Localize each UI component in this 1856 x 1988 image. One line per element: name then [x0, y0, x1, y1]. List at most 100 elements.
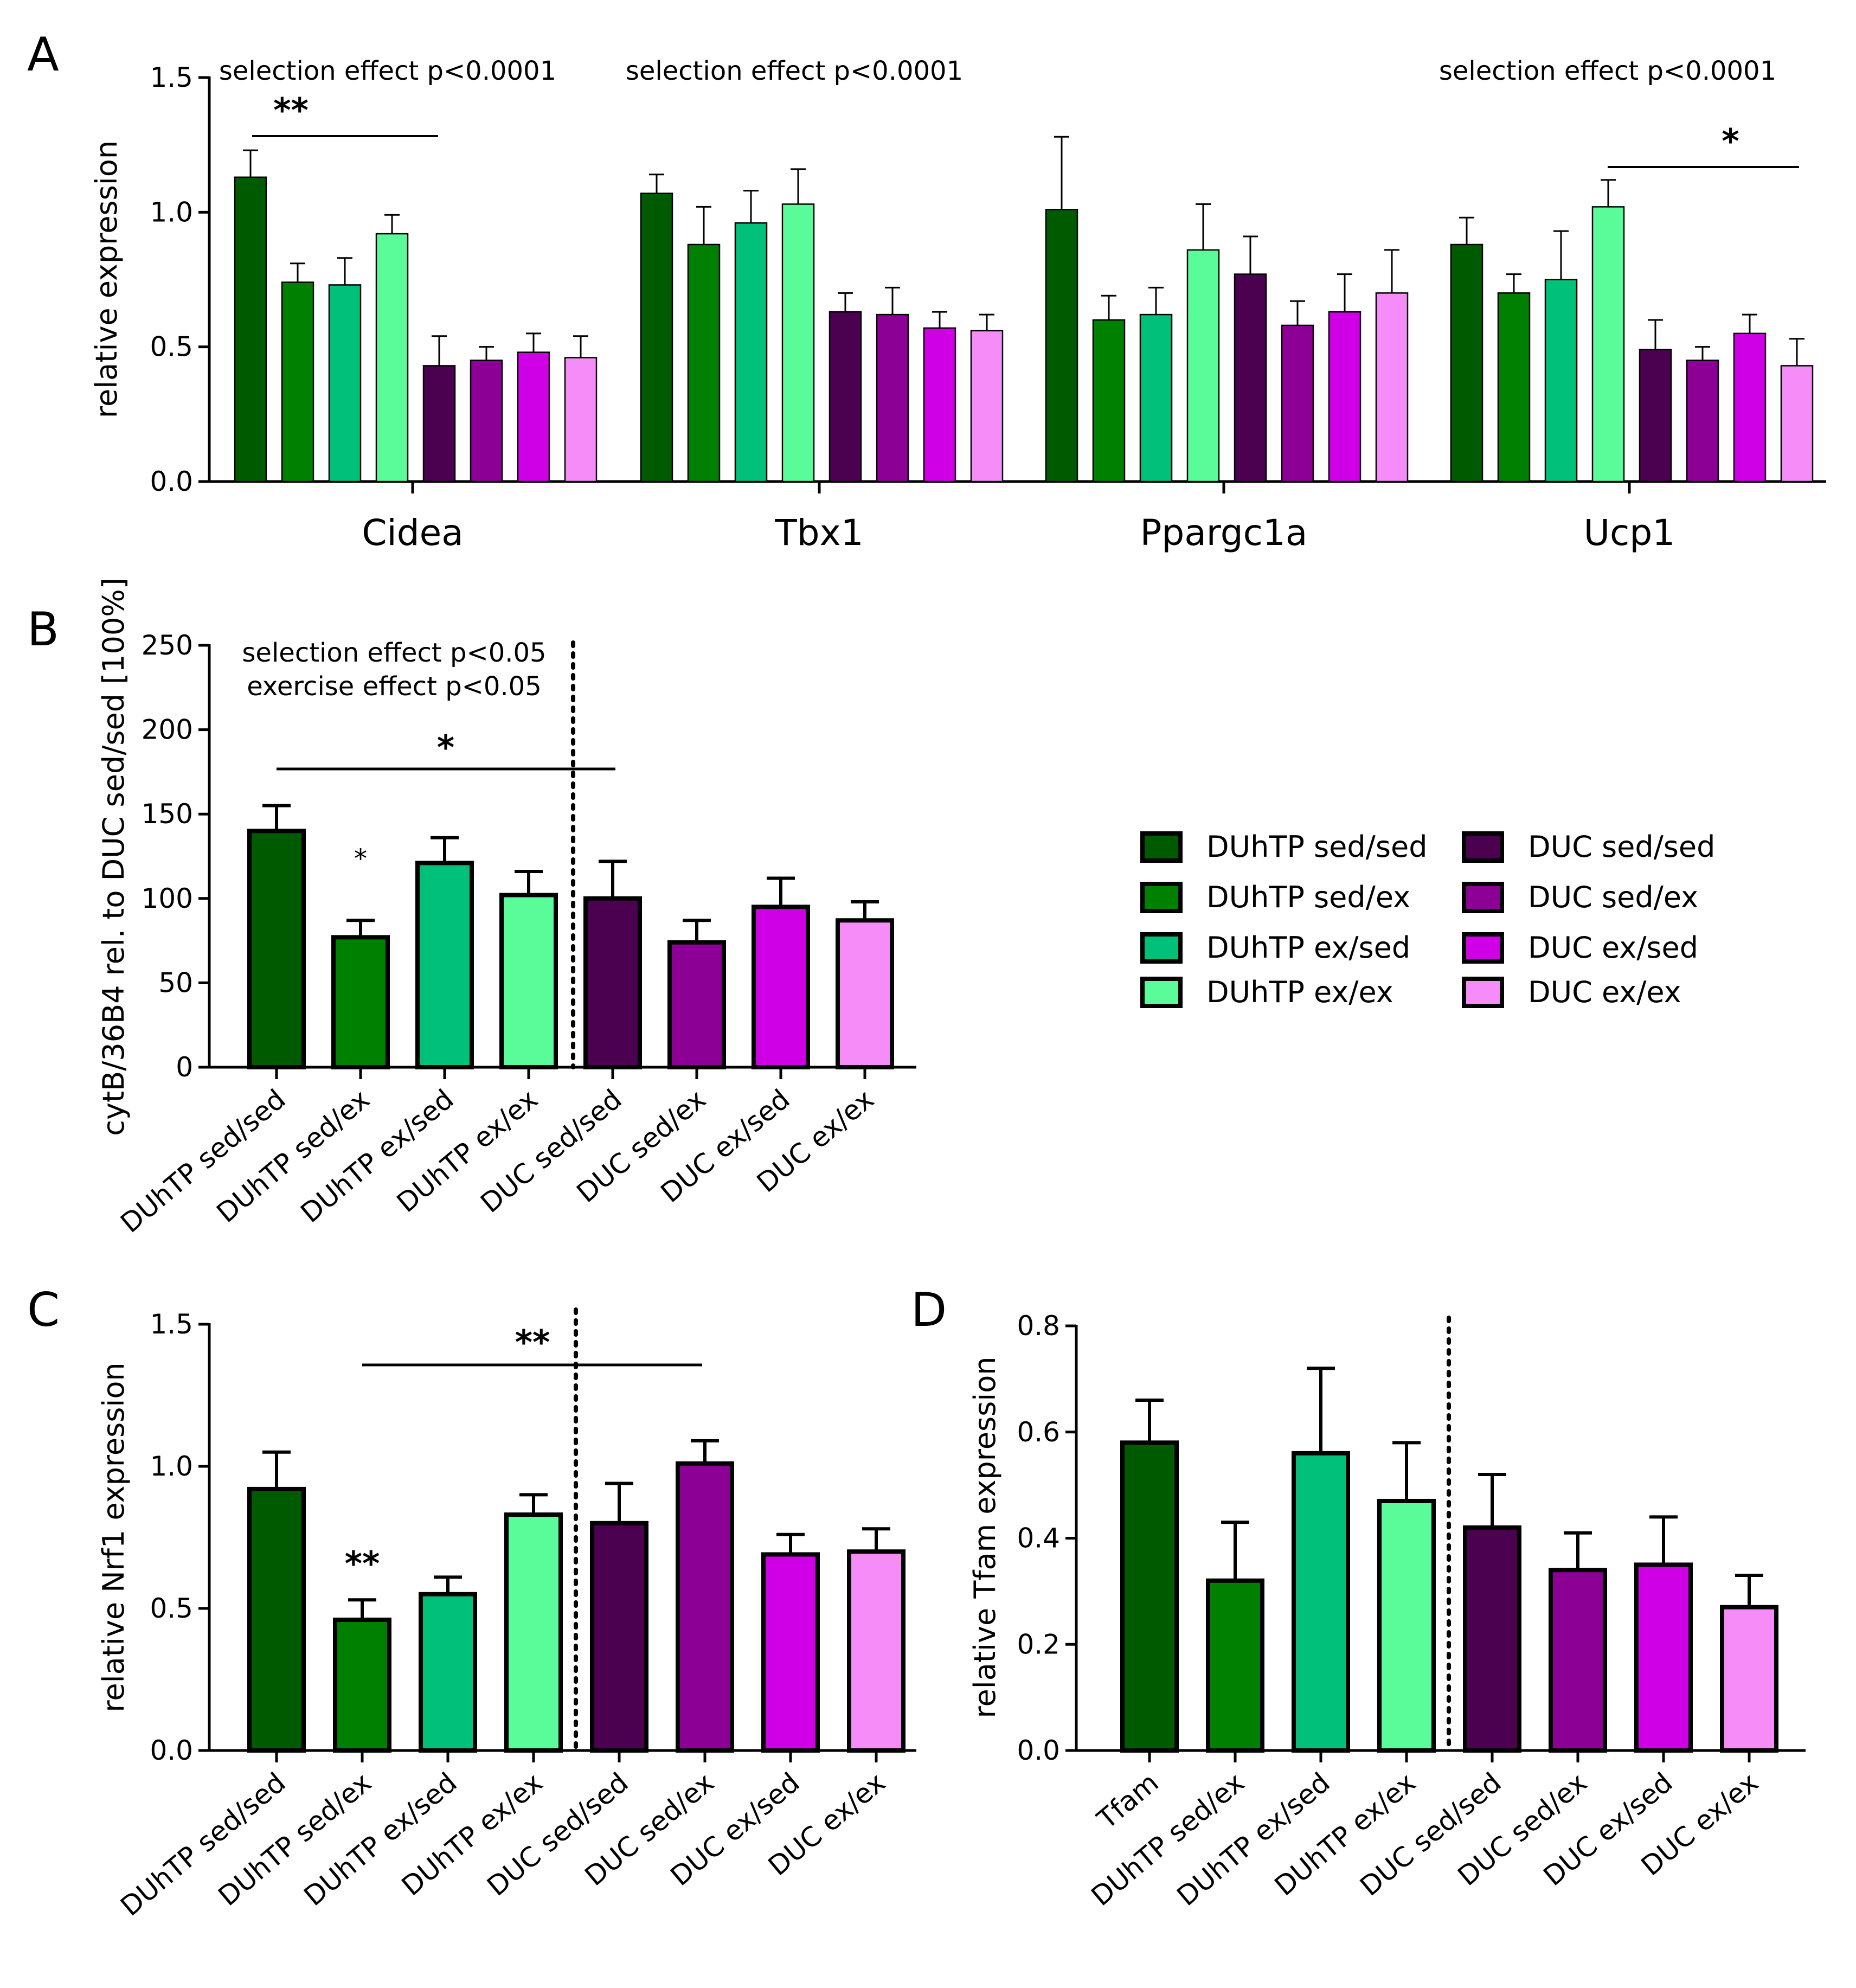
bar [734, 222, 768, 483]
y-tick-label: 1.0 [150, 1451, 193, 1482]
legend-label: DUC ex/sed [1528, 931, 1698, 965]
bar [247, 1486, 306, 1753]
effect-annotation: selection effect p<0.0001 [1439, 56, 1776, 86]
bar [761, 1552, 820, 1753]
x-tick-label: DUC sed/sed [474, 1083, 627, 1219]
legend-swatch [1140, 882, 1183, 913]
bar [1092, 319, 1126, 483]
significance-label: ** [515, 1323, 550, 1362]
legend-label: DUhTP sed/ex [1206, 880, 1410, 914]
y-tick-label: 0.6 [1017, 1416, 1060, 1448]
bar [676, 1461, 734, 1753]
legend: DUhTP sed/sed DUhTP sed/ex DUhTP ex/sed DUh… [1140, 830, 1715, 1009]
legend-swatch [1462, 831, 1504, 863]
y-tick-label: 150 [142, 798, 193, 830]
bar [504, 1512, 563, 1753]
effect-annotation: exercise effect p<0.05 [247, 671, 542, 702]
y-tick-label: 0.0 [1017, 1735, 1060, 1766]
panel-letter-b: B [27, 602, 59, 657]
bar [667, 940, 726, 1070]
bar [1720, 1605, 1778, 1753]
bar [752, 905, 810, 1069]
bar [1328, 311, 1362, 483]
legend-label: DUhTP ex/ex [1206, 975, 1393, 1009]
bar [970, 330, 1004, 483]
x-group-label: Tbx1 [774, 512, 863, 554]
y-tick-label: 50 [158, 967, 193, 998]
x-group-label: Cidea [362, 512, 463, 554]
x-tick-label: DUhTP sed/ex [1086, 1767, 1250, 1912]
panel-b-chart: B 0 50 100 150 200 250 cytB/36B4 rel. to DUC se… [27, 578, 916, 1239]
bar [1591, 206, 1625, 483]
y-tick-label: 0.5 [150, 331, 193, 363]
legend-swatch [1462, 882, 1504, 913]
effect-annotation: selection effect p<0.05 [242, 638, 546, 668]
significance-label: * [1722, 121, 1739, 161]
legend-label: DUC ex/ex [1528, 975, 1681, 1009]
bar [1234, 273, 1267, 483]
bar [1377, 1498, 1436, 1753]
bar [1139, 313, 1173, 483]
bar [781, 203, 815, 483]
bar [517, 351, 550, 483]
bar [1733, 332, 1767, 483]
bar [281, 281, 314, 483]
y-tick-label: 0.0 [150, 1735, 193, 1766]
x-tick-label: DUhTP sed/ex [213, 1767, 377, 1912]
y-axis-title: relative expression [89, 140, 124, 418]
bar [419, 1592, 477, 1753]
bar [687, 243, 721, 483]
bar [1463, 1525, 1521, 1753]
bar [1375, 292, 1409, 483]
bar [1549, 1568, 1607, 1753]
y-tick-label: 1.5 [150, 1309, 193, 1340]
bar [923, 327, 956, 483]
bar [640, 193, 673, 483]
y-tick-label: 0.8 [1017, 1310, 1060, 1342]
bar [1206, 1578, 1264, 1753]
panel-a-chart: A 0.0 0.5 1.0 1.5 relative expression Cidea Tbx… [27, 28, 1826, 554]
legend-swatch [1140, 932, 1183, 964]
y-axis-title: relative Nrf1 expression [97, 1362, 131, 1712]
bar [1544, 279, 1578, 483]
bar [1780, 365, 1814, 483]
y-tick-label: 0.2 [1017, 1628, 1060, 1660]
effect-annotation: selection effect p<0.0001 [219, 56, 556, 86]
y-tick-label: 0.5 [150, 1593, 193, 1624]
bar [1120, 1440, 1179, 1753]
y-tick-label: 1.0 [150, 196, 193, 228]
y-tick-label: 0 [176, 1051, 193, 1083]
significance-label: ** [273, 91, 309, 130]
bar [1281, 324, 1314, 483]
bar [876, 313, 909, 483]
x-tick-label: DUhTP ex/sed [1171, 1767, 1336, 1912]
x-tick-label: DUhTP ex/sed [298, 1767, 463, 1912]
y-tick-label: 0.4 [1017, 1523, 1060, 1554]
bar-significance-mark: ** [345, 1544, 380, 1583]
y-tick-label: 250 [142, 630, 193, 661]
bar [328, 284, 362, 483]
bar [422, 365, 456, 483]
x-tick-label: Tfam [1091, 1767, 1165, 1836]
bar [1292, 1451, 1350, 1753]
x-group-label: Ucp1 [1584, 512, 1675, 554]
legend-swatch [1140, 831, 1183, 863]
bar [590, 1521, 648, 1753]
y-tick-label: 100 [142, 883, 193, 914]
bar [333, 1617, 391, 1753]
panel-letter-d: D [911, 1283, 947, 1337]
bar [836, 918, 894, 1069]
y-tick-label: 0.0 [150, 466, 193, 497]
bar [1186, 249, 1220, 483]
effect-annotation: selection effect p<0.0001 [626, 56, 963, 86]
bar [847, 1549, 905, 1753]
y-axis-title: cytB/36B4 rel. to DUC sed/sed [100%] [97, 578, 131, 1136]
legend-swatch [1462, 932, 1504, 964]
legend-label: DUhTP sed/sed [1206, 830, 1428, 864]
legend-label: DUhTP ex/sed [1206, 931, 1410, 965]
panel-c-chart: C 0.0 0.5 1.0 1.5 relative Nrf1 expression DUh… [27, 1283, 916, 1922]
bar [583, 896, 642, 1070]
bar [1686, 360, 1719, 483]
x-group-label: Ppargc1a [1140, 512, 1308, 554]
